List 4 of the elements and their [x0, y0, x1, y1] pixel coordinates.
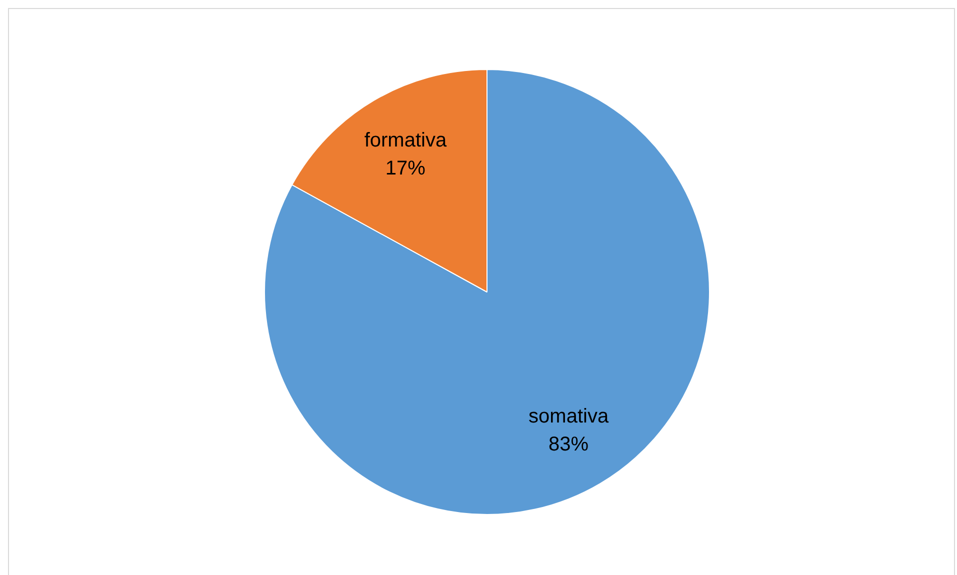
slice-label: somativa	[528, 405, 610, 428]
data-label: 83%	[548, 433, 589, 456]
slice-label: formativa	[364, 130, 448, 152]
data-label: 17%	[385, 158, 426, 180]
